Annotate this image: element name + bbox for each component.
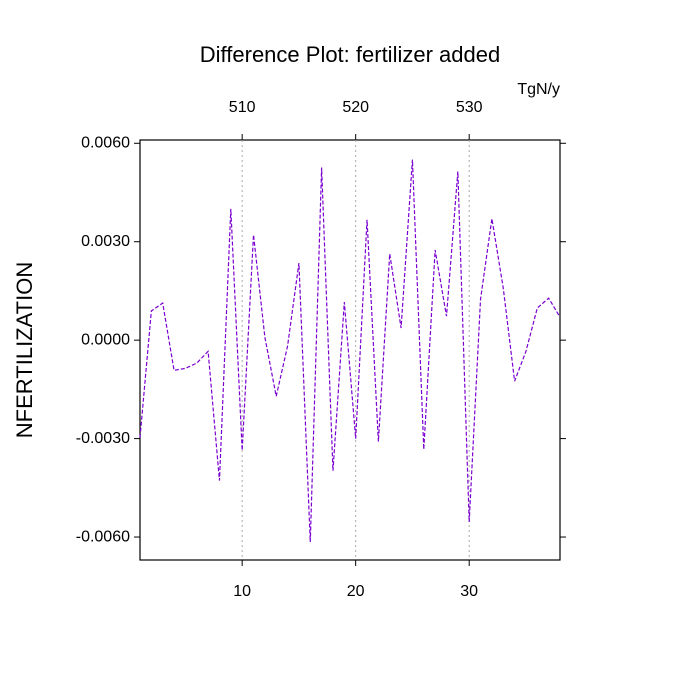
y-tick-label: -0.0030: [76, 430, 130, 447]
data-line: [139, 159, 561, 542]
top-tick-label: 530: [456, 99, 483, 116]
top-axis-label: TgN/y: [517, 81, 560, 98]
top-tick-label: 510: [229, 99, 256, 116]
x-tick-label: 20: [347, 583, 365, 600]
y-tick-label: -0.0060: [76, 528, 130, 545]
x-tick-label: 30: [460, 583, 478, 600]
top-tick-label: 520: [342, 99, 369, 116]
y-axis-label: NFERTILIZATION: [12, 262, 37, 438]
y-tick-label: 0.0060: [81, 135, 130, 152]
y-tick-label: 0.0030: [81, 233, 130, 250]
x-tick-label: 10: [233, 583, 251, 600]
chart-title: Difference Plot: fertilizer added: [200, 42, 500, 67]
y-tick-label: 0.0000: [81, 331, 130, 348]
plot-frame: [139, 139, 561, 561]
